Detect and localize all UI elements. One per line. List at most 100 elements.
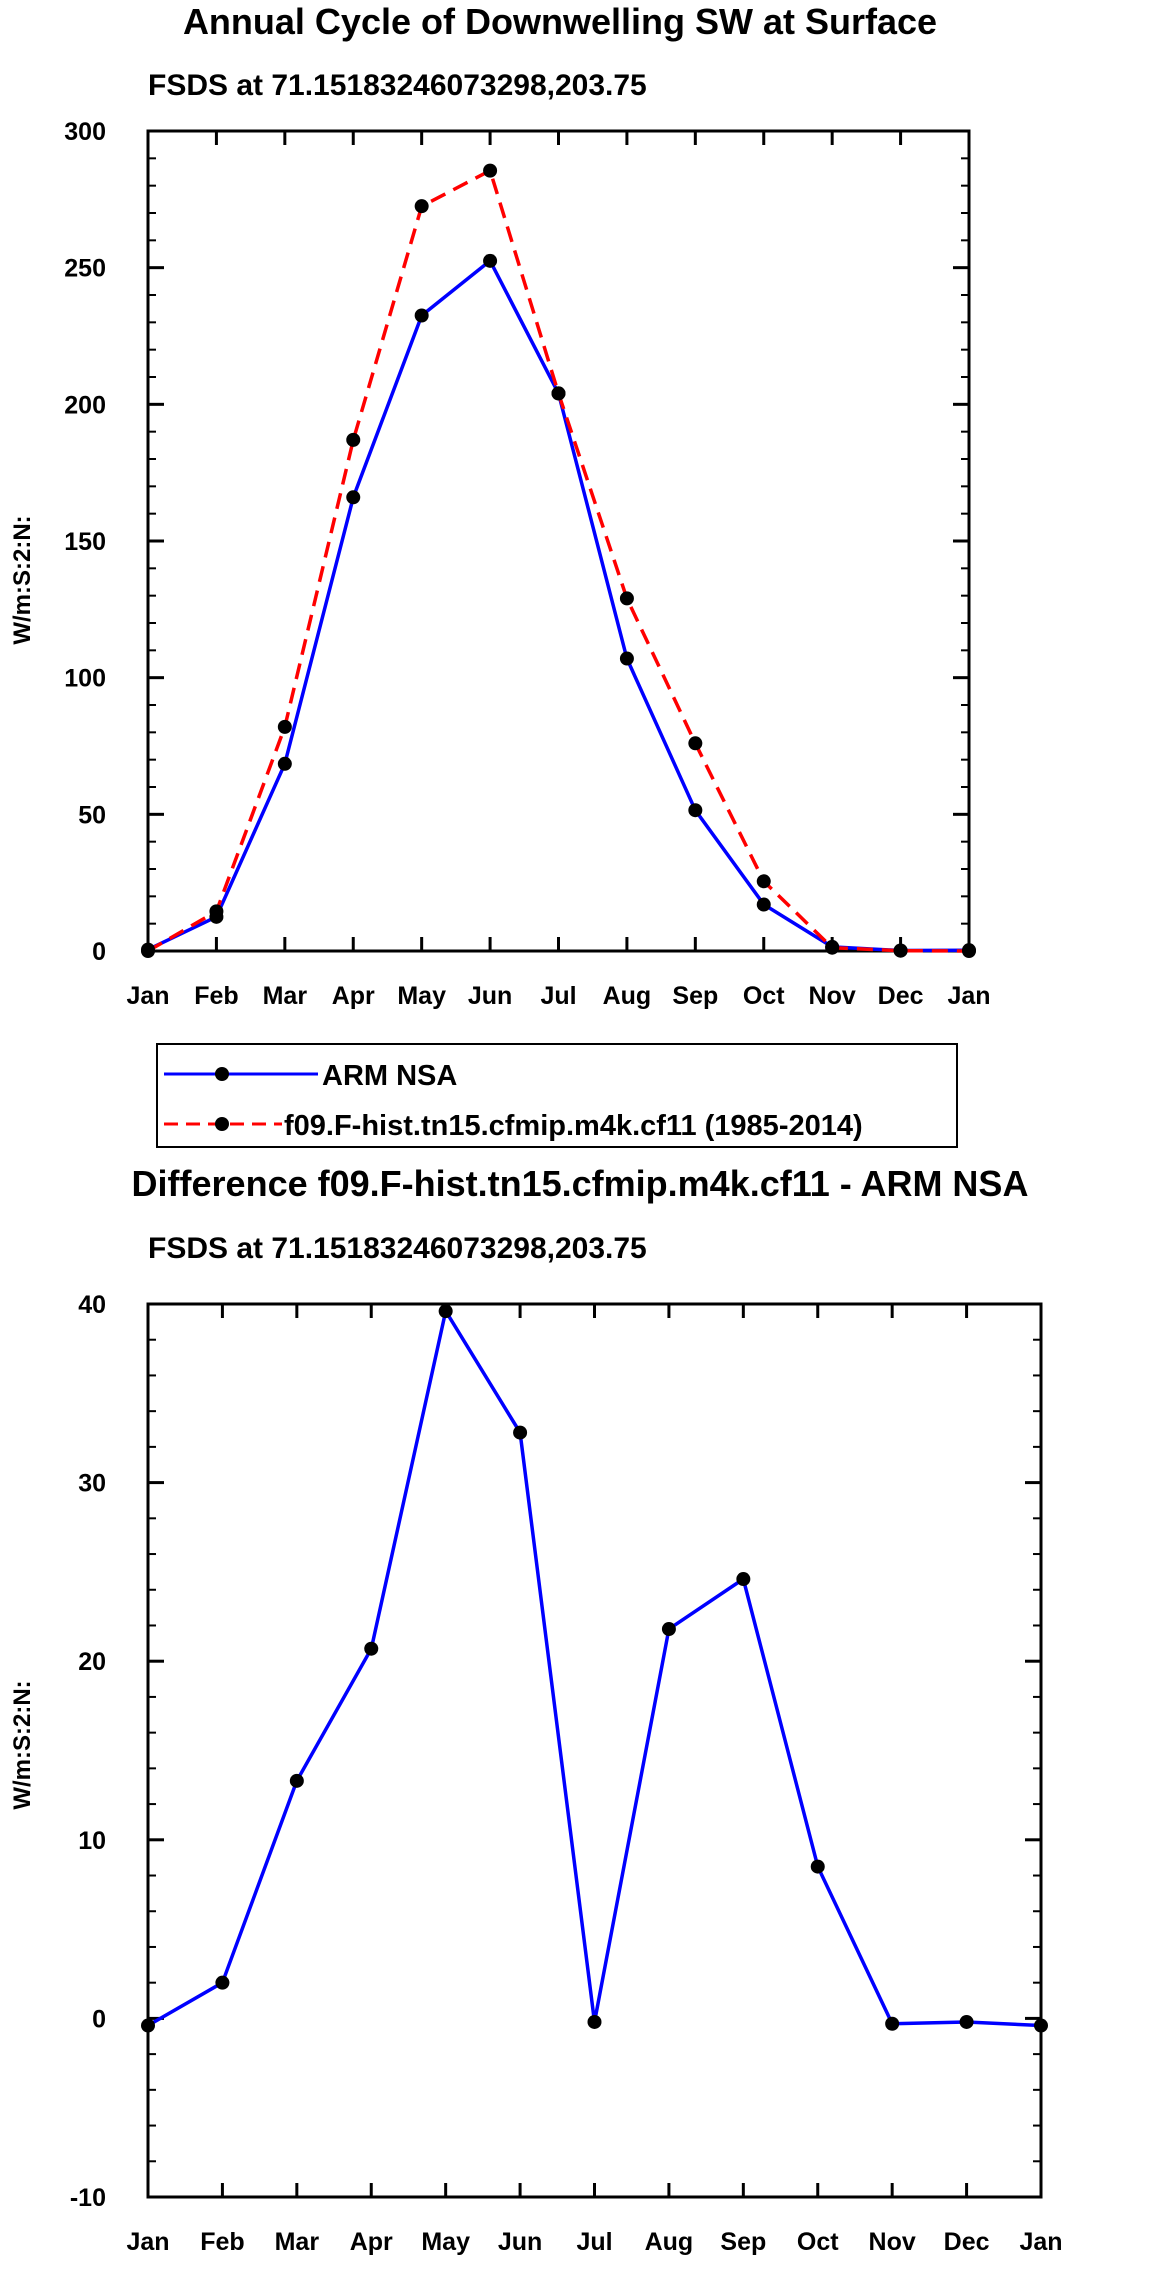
legend-box <box>156 1043 958 1148</box>
y-tick-label: 50 <box>78 801 106 829</box>
legend-label-arm-nsa: ARM NSA <box>322 1060 457 1092</box>
x-tick-label: Jun <box>468 982 512 1010</box>
x-tick-label: Jan <box>947 982 990 1010</box>
y-tick-label: 0 <box>92 2005 106 2033</box>
x-tick-label: Mar <box>275 2228 320 2256</box>
data-point <box>346 432 361 447</box>
y-axis-label: W/m:S:2:N: <box>9 1680 36 1809</box>
x-tick-label: Dec <box>878 982 924 1010</box>
axis-ticks <box>146 129 971 953</box>
x-tick-label: Jul <box>540 982 576 1010</box>
chart-title: Annual Cycle of Downwelling SW at Surfac… <box>183 1 937 42</box>
data-point <box>587 2014 602 2029</box>
x-tick-label: Oct <box>743 982 785 1010</box>
data-point <box>141 944 155 958</box>
data-point <box>736 1572 751 1587</box>
y-tick-label: 150 <box>64 528 106 556</box>
data-point <box>551 386 566 401</box>
y-tick-labels: 0 50 100 150 200 250 300 <box>64 118 106 966</box>
data-point <box>756 874 771 889</box>
x-tick-label: Aug <box>603 982 652 1010</box>
data-point <box>825 940 840 955</box>
axis-ticks <box>146 1302 1043 2199</box>
x-tick-label: May <box>421 2228 470 2256</box>
y-axis-label: W/m:S:2:N: <box>9 515 36 644</box>
y-tick-label: 200 <box>64 391 106 419</box>
x-tick-label: Dec <box>944 2228 990 2256</box>
data-point <box>885 2016 900 2031</box>
chart-annual-cycle: Annual Cycle of Downwelling SW at Surfac… <box>9 1 991 1148</box>
data-point <box>277 719 292 734</box>
data-point <box>364 1641 379 1656</box>
x-tick-label: Jun <box>498 2228 542 2256</box>
x-tick-label: Apr <box>350 2228 393 2256</box>
x-tick-label: Jan <box>126 982 169 1010</box>
x-tick-label: May <box>397 982 446 1010</box>
y-tick-labels: -10 0 10 20 30 40 <box>70 1291 106 2212</box>
data-point <box>661 1622 676 1637</box>
data-point <box>962 944 976 958</box>
x-tick-label: Jul <box>576 2228 612 2256</box>
data-point <box>141 2018 155 2033</box>
x-tick-label: Jan <box>126 2228 169 2256</box>
data-point <box>277 756 292 771</box>
legend-marker-model <box>215 1117 229 1131</box>
y-tick-label: 30 <box>78 1470 106 1498</box>
series-line <box>147 259 970 953</box>
plot-frame <box>146 1302 1043 2199</box>
plot-frame <box>146 129 971 953</box>
x-tick-label: Aug <box>645 2228 694 2256</box>
data-point <box>619 591 634 606</box>
y-tick-label: 100 <box>64 665 106 693</box>
data-point <box>289 1773 304 1788</box>
data-point <box>513 1425 528 1440</box>
data-point <box>810 1859 825 1874</box>
chart-subtitle: FSDS at 71.15183246073298,203.75 <box>148 1232 647 1265</box>
x-tick-label: Mar <box>263 982 308 1010</box>
y-tick-label: 40 <box>78 1291 106 1319</box>
data-point <box>1034 2018 1048 2033</box>
legend-label-model: f09.F-hist.tn15.cfmip.m4k.cf11 (1985-201… <box>284 1110 863 1142</box>
series-line <box>147 168 970 953</box>
y-tick-label: 250 <box>64 255 106 283</box>
data-point <box>346 490 361 505</box>
legend-marker-arm-nsa <box>215 1067 229 1081</box>
data-series <box>141 163 976 958</box>
data-point <box>414 199 429 214</box>
chart-subtitle: FSDS at 71.15183246073298,203.75 <box>148 69 647 102</box>
data-point <box>688 736 703 751</box>
data-series <box>141 1304 1048 2033</box>
x-tick-label: Nov <box>809 982 856 1010</box>
data-point <box>619 651 634 666</box>
x-tick-labels: Jan Feb Mar Apr May Jun Jul Aug Sep Oct Nov Dec Jan <box>126 2228 1062 2256</box>
data-point <box>483 253 498 268</box>
x-tick-labels: Jan Feb Mar Apr May Jun Jul Aug Sep Oct Nov Dec Jan <box>126 982 990 1010</box>
y-tick-label: 0 <box>92 938 106 966</box>
y-tick-label: 20 <box>78 1648 106 1676</box>
x-tick-label: Feb <box>200 2228 244 2256</box>
data-point <box>688 803 703 818</box>
data-point <box>959 2014 974 2029</box>
data-point <box>756 897 771 912</box>
x-tick-label: Feb <box>194 982 238 1010</box>
data-point <box>483 163 498 178</box>
data-point <box>438 1304 453 1319</box>
legend: ARM NSA f09.F-hist.tn15.cfmip.m4k.cf11 (… <box>156 1043 958 1148</box>
series-line <box>147 1309 1042 2028</box>
y-tick-label: 300 <box>64 118 106 146</box>
chart-title: Difference f09.F-hist.tn15.cfmip.m4k.cf1… <box>132 1163 1029 1204</box>
x-tick-label: Apr <box>332 982 375 1010</box>
data-point <box>414 308 429 323</box>
x-tick-label: Nov <box>869 2228 916 2256</box>
x-tick-label: Sep <box>672 982 718 1010</box>
data-point <box>215 1975 230 1990</box>
x-tick-label: Oct <box>797 2228 839 2256</box>
x-tick-label: Sep <box>720 2228 766 2256</box>
data-point <box>893 943 908 958</box>
y-tick-label: 10 <box>78 1827 106 1855</box>
x-tick-label: Jan <box>1019 2228 1062 2256</box>
data-point <box>209 904 224 919</box>
chart-difference: Difference f09.F-hist.tn15.cfmip.m4k.cf1… <box>9 1163 1063 2256</box>
y-tick-label: -10 <box>70 2184 106 2212</box>
